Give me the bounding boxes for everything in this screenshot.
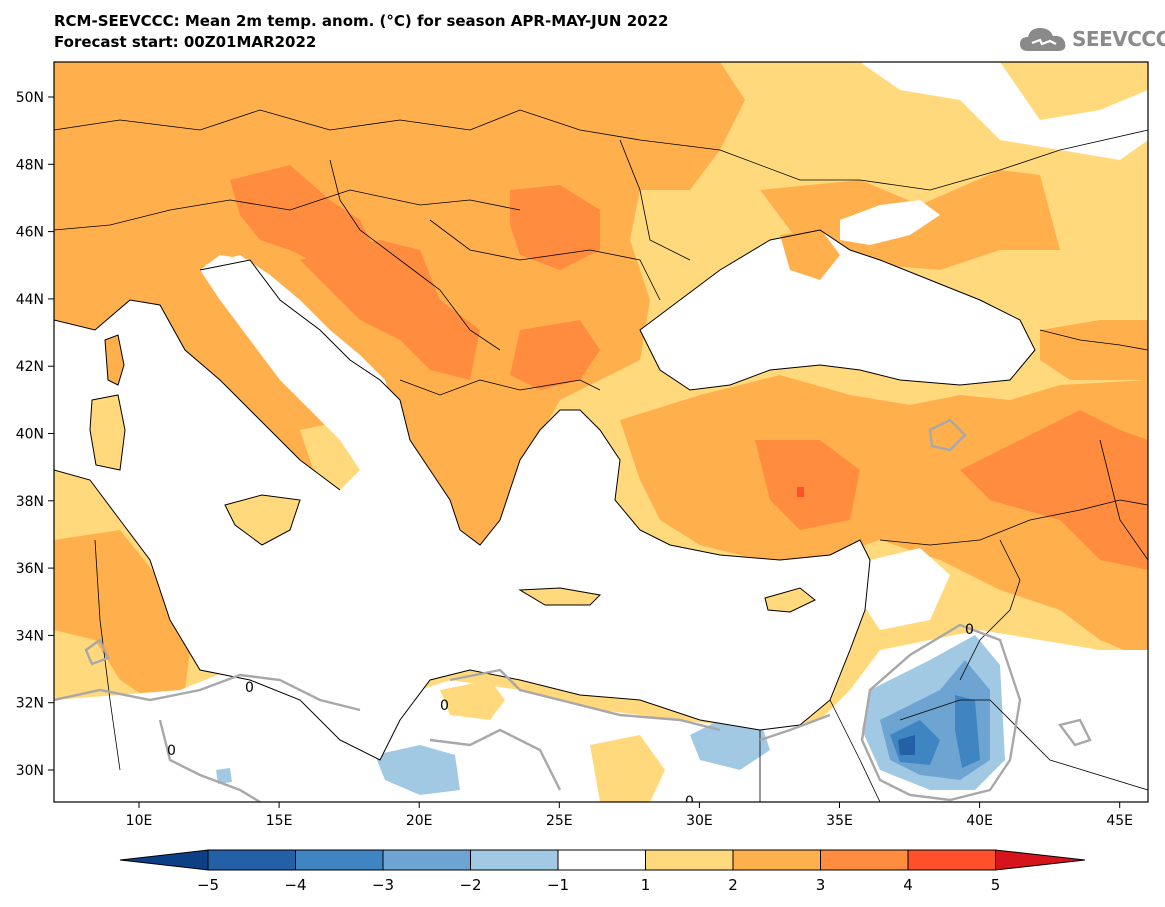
seevccc-logo: SEEVCCC: [1018, 23, 1165, 55]
island-corsica: [105, 335, 124, 385]
island-sicily: [225, 495, 300, 545]
lat-tick-label: 40N: [16, 427, 44, 443]
sea-mediterranean: [54, 255, 870, 760]
colorbar-label: −2: [459, 876, 481, 894]
lat-tick-label: 34N: [16, 628, 44, 644]
logo-text: SEEVCCC: [1072, 27, 1165, 51]
field-4to5-spot: [797, 487, 804, 497]
colorbar-segment: [907, 849, 996, 871]
colorbar-segment: [820, 849, 909, 871]
lon-tick-label: 45E: [1106, 813, 1133, 829]
country-borders: [54, 109, 1148, 802]
map-frame: [53, 61, 1149, 803]
field-1to2-egypt: [590, 735, 665, 802]
sea-black: [640, 230, 1035, 390]
map-title: RCM-SEEVCCC: Mean 2m temp. anom. (°C) fo…: [54, 12, 669, 30]
field-2to3-caucasus: [1040, 320, 1148, 380]
lat-tick-label: 30N: [16, 763, 44, 779]
field-neg-1to-2-egypt-coast: [690, 720, 770, 770]
field-neg-3to-4-arabia-b: [955, 695, 980, 768]
colorbar-low-arrow: [119, 849, 209, 871]
lon-tick-label: 15E: [266, 813, 293, 829]
map-field: 0 0 0 0 0: [54, 62, 1148, 810]
field-3to4-alps: [230, 165, 380, 270]
colorbar-segment: [470, 849, 559, 871]
field-3to4-bulgaria: [510, 320, 600, 390]
field-3to4-east: [960, 410, 1148, 570]
field-3to4-balkans: [300, 240, 480, 380]
colorbar-label: −4: [284, 876, 306, 894]
field-white-arabia: [860, 548, 950, 630]
lat-tick-label: 50N: [16, 90, 44, 106]
forecast-start-label: Forecast start: 00Z01MAR2022: [54, 33, 317, 51]
lon-tick-label: 20E: [406, 813, 433, 829]
colorbar-label: 2: [728, 876, 738, 894]
lat-tick-label: 42N: [16, 359, 44, 375]
colorbar-segment: [732, 849, 821, 871]
colorbar-high-arrow: [995, 849, 1086, 871]
colorbar-label: 1: [641, 876, 651, 894]
colorbar-label: −1: [547, 876, 569, 894]
cloud-icon: [1020, 28, 1066, 51]
lat-tick-label: 32N: [16, 696, 44, 712]
sea-adriatic: [205, 255, 395, 420]
lon-tick-label: 40E: [966, 813, 993, 829]
lat-tick-label: 38N: [16, 494, 44, 510]
field-3to4-romania: [510, 185, 600, 270]
colorbar-segment: [295, 849, 384, 871]
sea-azov: [840, 200, 940, 245]
contour-label: 0: [440, 698, 449, 714]
colorbar-label: 5: [991, 876, 1001, 894]
lat-tick-label: 44N: [16, 292, 44, 308]
lat-tick-label: 36N: [16, 561, 44, 577]
colorbar-label: −3: [372, 876, 394, 894]
field-2to3-libya: [54, 530, 190, 700]
colorbar-label: 3: [816, 876, 826, 894]
contour-label: 0: [685, 794, 694, 810]
lon-tick-label: 35E: [826, 813, 853, 829]
contour-label: 0: [245, 680, 254, 696]
colorbar-segment: [207, 849, 296, 871]
lon-tick-label: 10E: [126, 813, 153, 829]
field-white-north-africa: [54, 630, 1148, 802]
island-crete: [520, 588, 600, 605]
island-sardinia: [90, 395, 125, 470]
field-white-ne: [860, 62, 1148, 160]
colorbar-segment: [645, 849, 734, 871]
lon-tick-label: 25E: [546, 813, 573, 829]
colorbar-segment: [557, 849, 646, 871]
field-3to4-anatolia: [755, 440, 860, 530]
zero-contours: [54, 418, 1092, 802]
longitude-ticks: 10E 15E 20E 25E 30E 35E 40E 45E: [126, 802, 1133, 829]
contour-label: 0: [167, 743, 176, 759]
lon-tick-label: 30E: [686, 813, 713, 829]
latitude-ticks: 50N 48N 46N 44N 42N 40N 38N 36N 34N 32N 30N: [16, 90, 54, 779]
colorbar-segment: [382, 849, 471, 871]
colorbar-label: 4: [903, 876, 913, 894]
crimea: [780, 228, 840, 280]
field-1to2-libya-a: [440, 680, 505, 720]
colorbar-label: −5: [197, 876, 219, 894]
lat-tick-label: 46N: [16, 225, 44, 241]
colorbar: −5 −4 −3 −2 −1 1 2 3 4 5: [119, 849, 1086, 894]
field-neg-4to-5-arabia: [898, 735, 915, 755]
lat-tick-label: 48N: [16, 157, 44, 173]
field-neg-small: [216, 768, 232, 784]
contour-label: 0: [965, 622, 974, 638]
contour-labels: 0 0 0 0 0: [167, 622, 974, 810]
coastlines: [54, 229, 1036, 761]
field-neg-1to-2-sirte: [375, 745, 460, 795]
